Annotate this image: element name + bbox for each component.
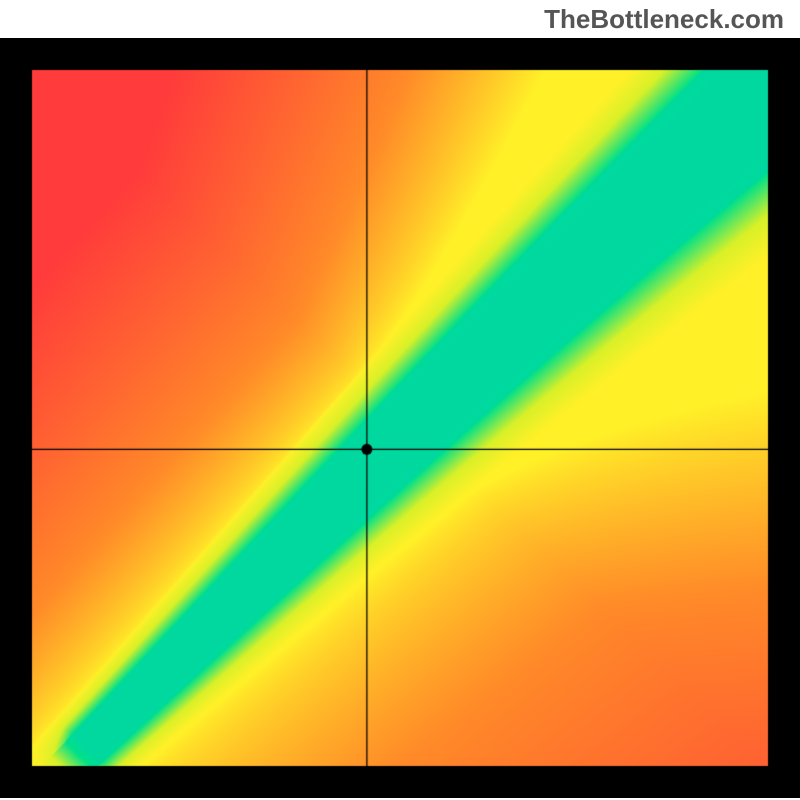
heatmap-canvas [0,38,800,798]
watermark-text: TheBottleneck.com [544,4,784,35]
heatmap-canvas-wrap [0,38,800,800]
bottleneck-heatmap-root: TheBottleneck.com [0,0,800,800]
